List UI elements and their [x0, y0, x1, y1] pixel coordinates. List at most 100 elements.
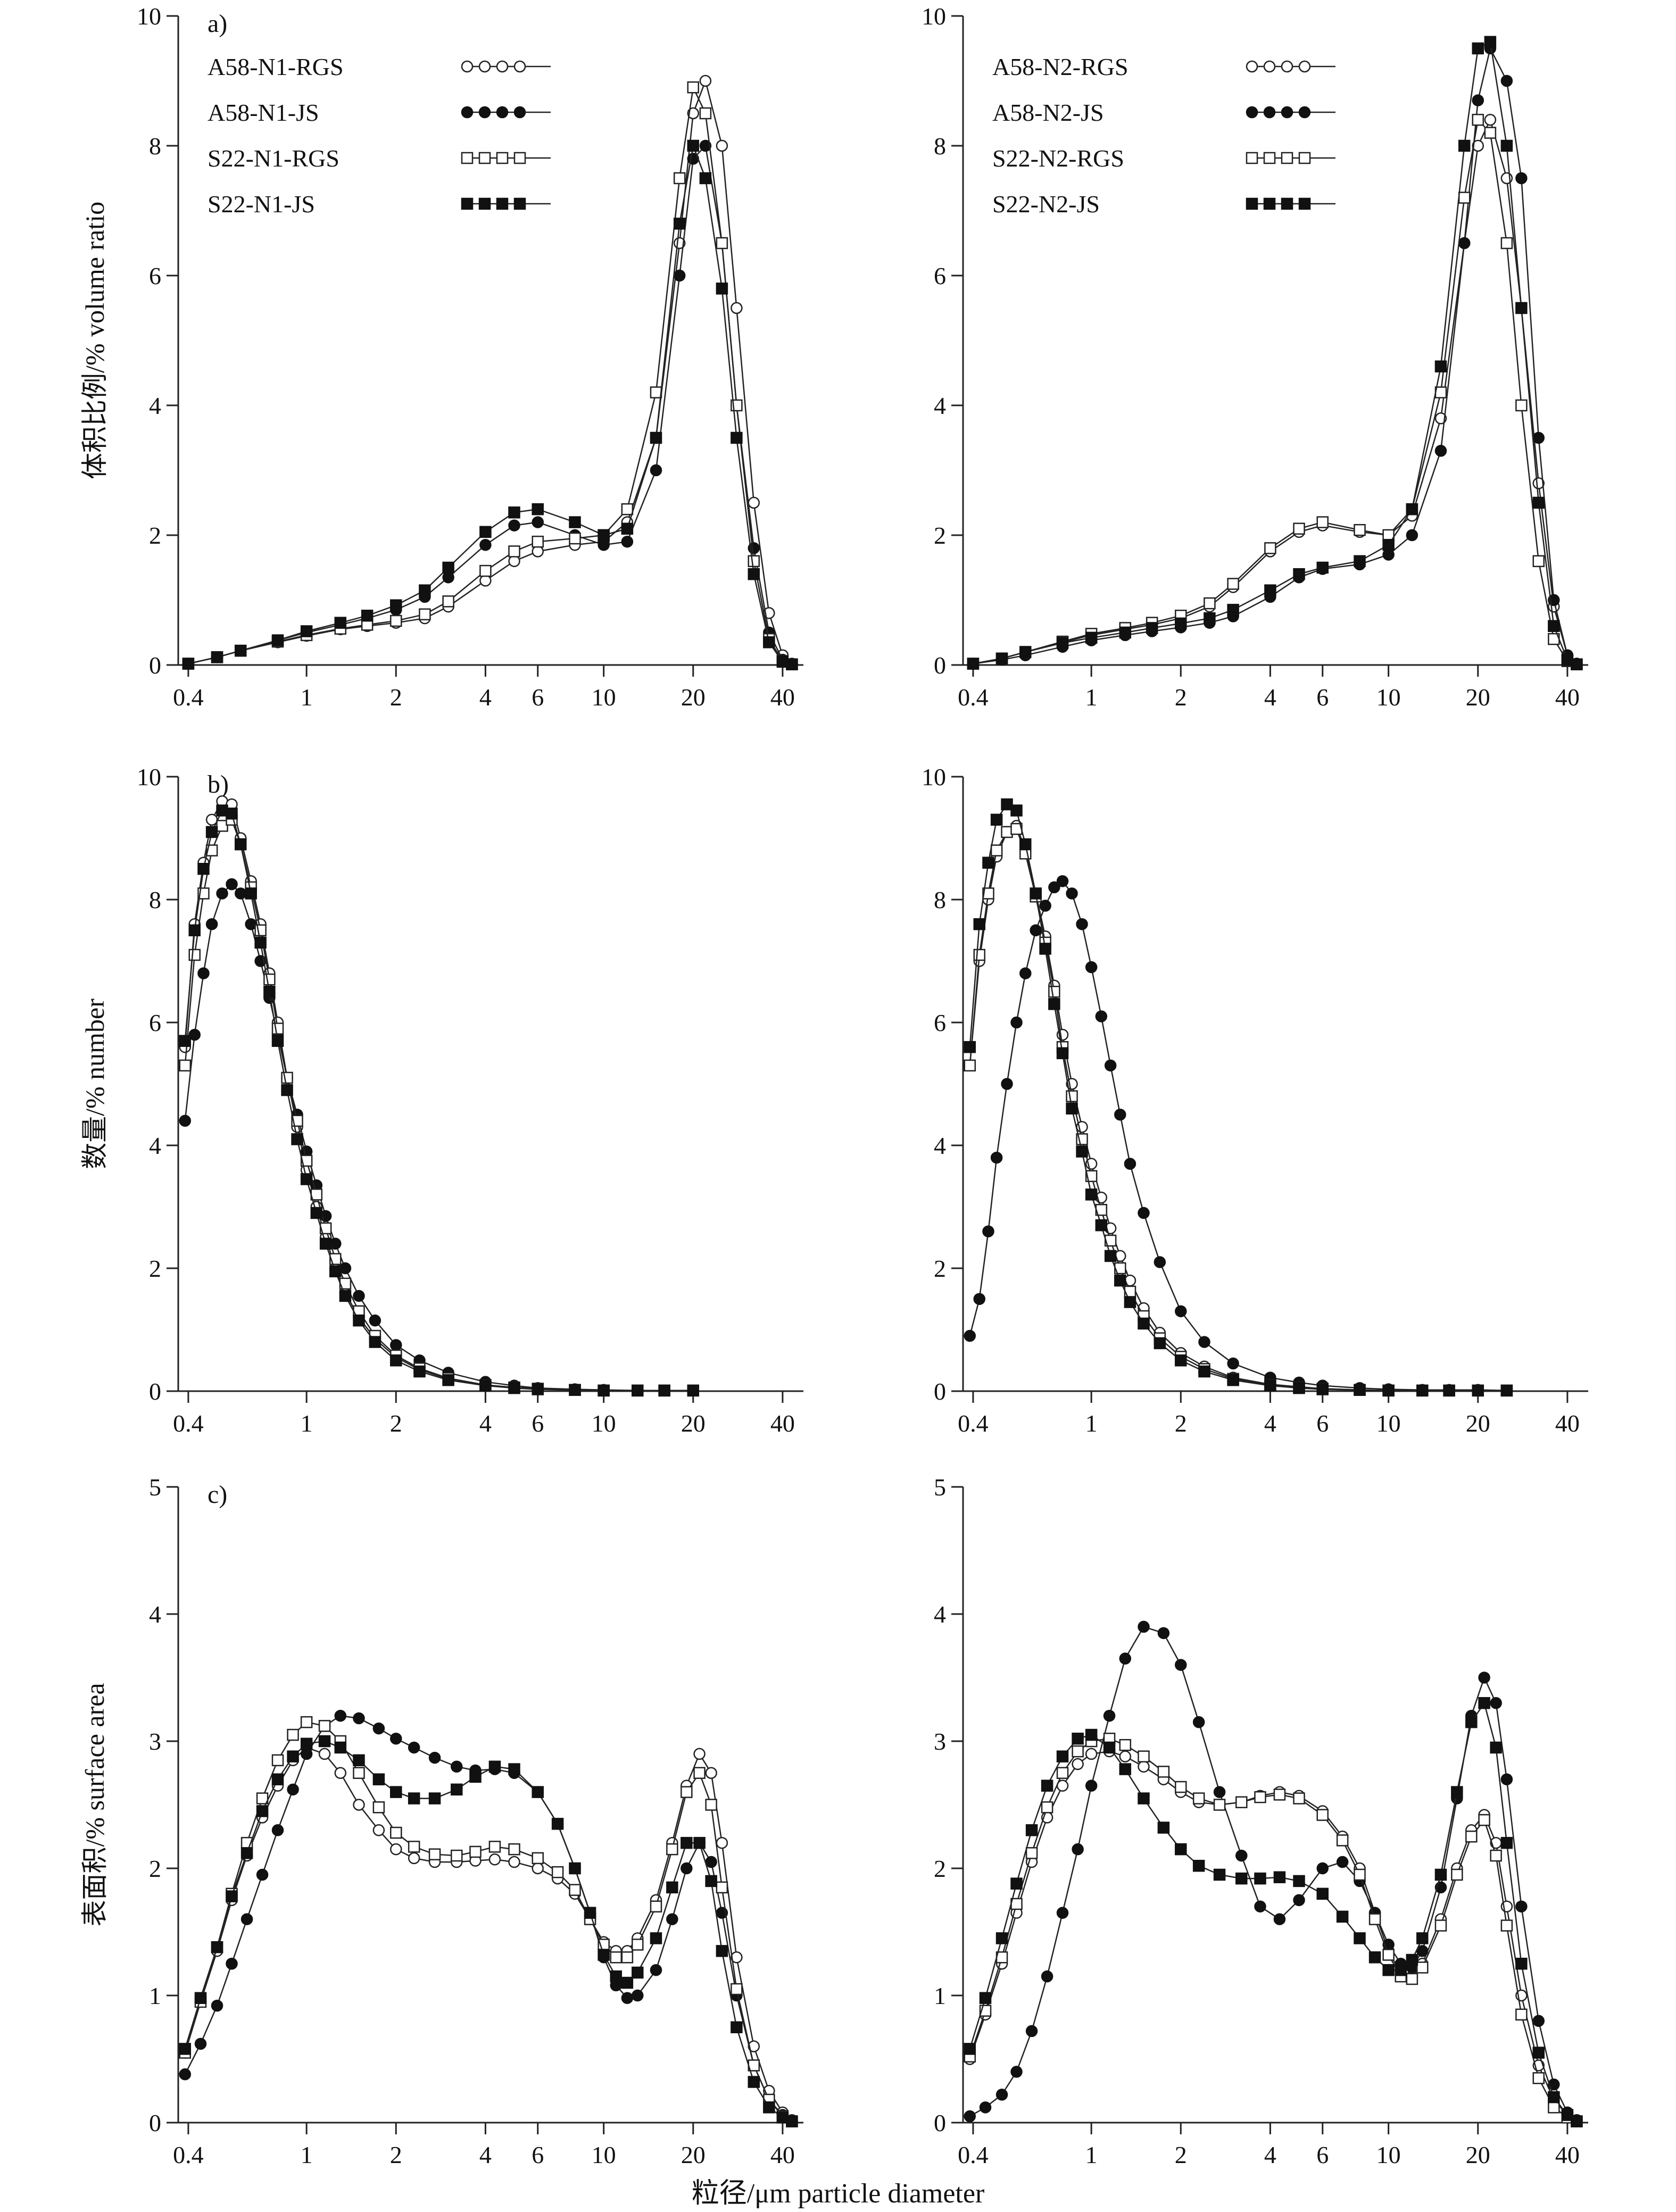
- data-point: [513, 60, 526, 73]
- x-tick-label: 6: [1316, 684, 1329, 711]
- x-tick-label: 4: [479, 684, 492, 711]
- data-point: [1227, 578, 1239, 590]
- data-point: [1490, 1849, 1502, 1862]
- y-tick-label: 10: [922, 763, 946, 791]
- y-tick-label: 1: [149, 1982, 161, 2009]
- data-point: [990, 813, 1003, 826]
- series-line: [969, 880, 1507, 1392]
- data-point: [1066, 887, 1078, 900]
- data-point: [632, 1966, 644, 1979]
- data-point: [748, 568, 760, 580]
- x-tick-label: 40: [1555, 1410, 1580, 1437]
- data-point: [1434, 1868, 1447, 1881]
- data-point: [1010, 1016, 1023, 1029]
- data-point: [1443, 1384, 1455, 1397]
- data-point: [1316, 1383, 1329, 1395]
- data-point: [478, 152, 491, 164]
- data-point: [1019, 838, 1032, 851]
- data-point: [1316, 516, 1329, 528]
- x-tick-label: 10: [1376, 684, 1401, 711]
- data-point: [982, 856, 994, 869]
- data-point: [995, 1932, 1008, 1944]
- data-point: [1500, 1773, 1513, 1785]
- data-point: [1515, 1900, 1528, 1912]
- x-tick-label: 6: [1316, 1410, 1329, 1437]
- data-point: [1085, 1779, 1098, 1792]
- data-point: [263, 986, 276, 998]
- data-point: [731, 302, 743, 314]
- data-point: [390, 614, 402, 627]
- data-point: [1416, 1932, 1429, 1944]
- data-point: [673, 172, 686, 185]
- data-point: [995, 652, 1008, 665]
- data-point: [1532, 2047, 1545, 2059]
- data-point: [598, 539, 610, 551]
- data-point: [1119, 1750, 1132, 1762]
- data-point: [1490, 1697, 1502, 1709]
- data-point: [532, 535, 544, 548]
- x-tick-label: 2: [390, 684, 402, 711]
- data-point: [1076, 1145, 1088, 1158]
- data-point: [1515, 302, 1528, 314]
- data-point: [1072, 1843, 1084, 1856]
- data-point: [1548, 2078, 1560, 2091]
- data-point: [1001, 798, 1013, 811]
- x-tick-label: 20: [681, 2141, 706, 2168]
- data-point: [964, 1041, 976, 1053]
- data-point: [369, 1314, 381, 1327]
- data-point: [964, 2110, 976, 2123]
- y-axis-label: 表面积/% surface area: [80, 1683, 110, 1926]
- data-point: [413, 1365, 426, 1378]
- data-point: [1532, 2072, 1545, 2084]
- data-point: [1048, 998, 1060, 1010]
- data-point: [240, 1913, 253, 1925]
- data-point: [508, 519, 520, 531]
- y-tick-label: 2: [934, 1855, 946, 1882]
- data-point: [731, 2021, 743, 2033]
- data-point: [1246, 152, 1258, 164]
- data-point: [673, 218, 686, 230]
- data-point: [1472, 42, 1484, 55]
- y-tick-label: 0: [934, 652, 946, 679]
- data-point: [211, 1999, 223, 2012]
- data-point: [179, 2068, 192, 2081]
- data-point: [1316, 1809, 1329, 1821]
- data-point: [1434, 1919, 1447, 1932]
- data-point: [687, 81, 700, 94]
- data-point: [1382, 548, 1395, 561]
- data-point: [1561, 2109, 1574, 2121]
- data-point: [598, 529, 610, 542]
- data-point: [182, 658, 195, 670]
- data-point: [1066, 1102, 1078, 1115]
- data-point: [1095, 1219, 1108, 1232]
- x-tick-label: 20: [681, 1410, 706, 1437]
- series-line: [969, 828, 1507, 1392]
- series-line: [969, 803, 1507, 1392]
- x-tick-label: 4: [1264, 1410, 1276, 1437]
- data-point: [1281, 60, 1293, 73]
- x-tick-label: 10: [1376, 1410, 1401, 1437]
- data-point: [1298, 60, 1311, 73]
- data-point: [1138, 1620, 1150, 1633]
- data-point: [1039, 900, 1051, 912]
- data-point: [488, 1853, 501, 1866]
- data-point: [1515, 399, 1528, 412]
- y-tick-label: 0: [149, 2109, 161, 2136]
- y-tick-label: 4: [149, 1132, 161, 1159]
- data-point: [451, 1849, 463, 1862]
- series-line: [969, 1750, 1578, 2122]
- data-point: [763, 636, 775, 648]
- data-point: [216, 820, 228, 832]
- data-point: [1406, 1973, 1418, 1985]
- data-point: [716, 1945, 728, 1957]
- x-tick-label: 0.4: [958, 1410, 989, 1437]
- data-point: [650, 1900, 662, 1912]
- data-point: [1010, 1898, 1023, 1910]
- y-tick-label: 0: [934, 1378, 946, 1405]
- data-point: [1175, 1354, 1187, 1367]
- data-point: [408, 1852, 420, 1865]
- data-point: [1192, 1859, 1205, 1872]
- data-point: [1235, 1872, 1248, 1885]
- data-point: [1213, 1799, 1226, 1811]
- data-point: [1484, 127, 1497, 139]
